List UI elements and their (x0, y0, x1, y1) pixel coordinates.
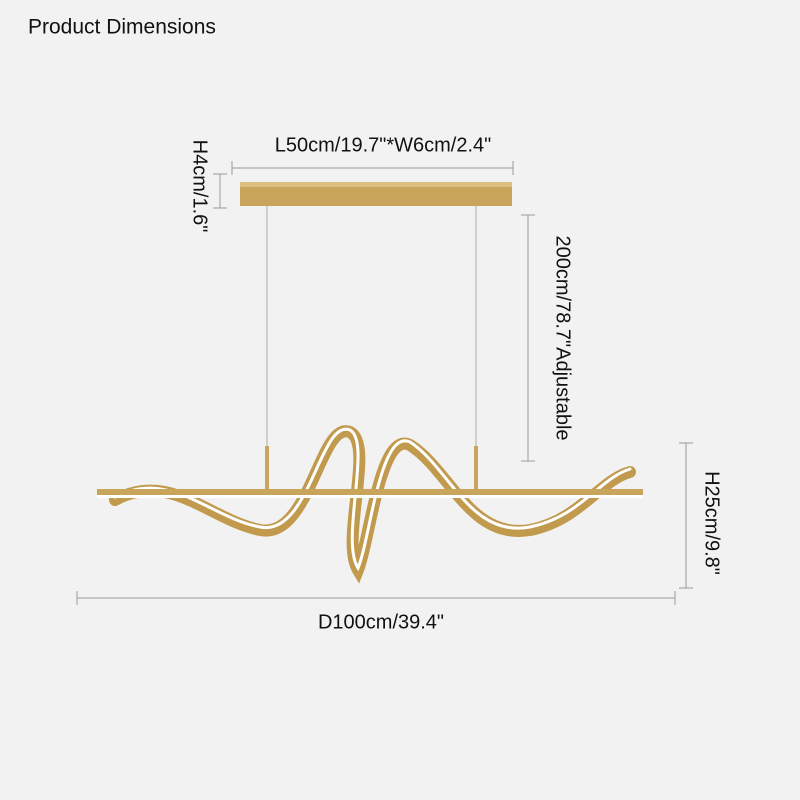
led-strip (113, 427, 632, 572)
bar (97, 489, 643, 497)
title: Product Dimensions (28, 16, 216, 39)
fixture-height-label: H25cm/9.8" (701, 471, 723, 575)
canopy-height-label: H4cm/1.6" (189, 140, 211, 233)
fixture-length-label: D100cm/39.4" (318, 611, 444, 633)
canopy-width-dimension (231, 161, 514, 175)
lamp-illustration (97, 182, 643, 584)
cable-length-label: 200cm/78.7"Adjustable (552, 235, 574, 440)
cable-length-dimension (521, 214, 535, 462)
canopy-size-label: L50cm/19.7"*W6cm/2.4" (275, 134, 492, 156)
canopy-height-dimension (213, 173, 227, 209)
fixture-height-dimension (679, 442, 693, 589)
fixture-length-dimension (76, 591, 676, 605)
